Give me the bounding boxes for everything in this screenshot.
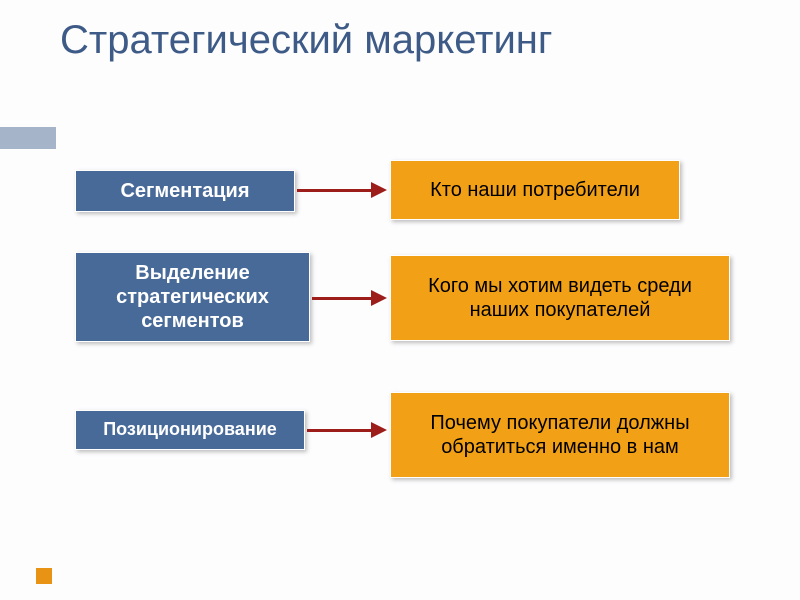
arrow-right-icon bbox=[307, 422, 387, 438]
concept-label: Позиционирование bbox=[103, 419, 277, 441]
arrow-right-icon bbox=[312, 290, 387, 306]
description-label: Кого мы хотим видеть среди наших покупат… bbox=[399, 274, 721, 322]
accent-bar bbox=[0, 127, 56, 149]
arrow-right-icon bbox=[297, 182, 387, 198]
slide-title: Стратегический маркетинг bbox=[60, 18, 552, 62]
description-box: Кто наши потребители bbox=[390, 160, 680, 220]
concept-box: Выделение стратегических сегментов bbox=[75, 252, 310, 342]
concept-label: Выделение стратегических сегментов bbox=[84, 261, 301, 333]
description-label: Кто наши потребители bbox=[430, 178, 640, 202]
corner-square bbox=[36, 568, 52, 584]
concept-label: Сегментация bbox=[120, 179, 249, 203]
concept-box: Сегментация bbox=[75, 170, 295, 212]
description-label: Почему покупатели должны обратиться имен… bbox=[399, 411, 721, 459]
description-box: Кого мы хотим видеть среди наших покупат… bbox=[390, 255, 730, 341]
description-box: Почему покупатели должны обратиться имен… bbox=[390, 392, 730, 478]
concept-box: Позиционирование bbox=[75, 410, 305, 450]
